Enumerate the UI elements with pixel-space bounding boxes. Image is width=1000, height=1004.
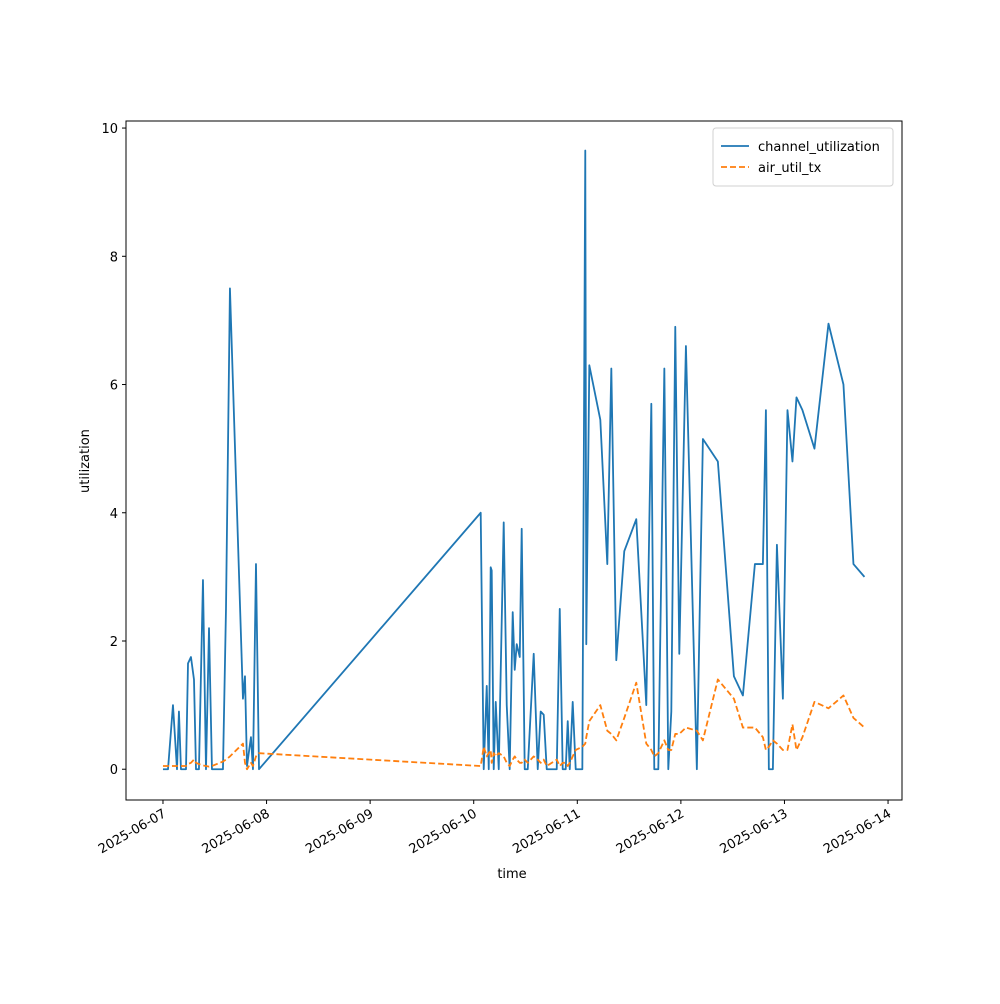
legend-label: channel_utilization — [758, 140, 880, 155]
line — [162, 149, 866, 771]
x-tick-label: 2025-06-07 — [96, 806, 169, 857]
x-tick-label: 2025-06-08 — [200, 806, 273, 857]
x-tick-label: 2025-06-12 — [614, 806, 687, 857]
x-axis-label: time — [497, 867, 526, 882]
legend-label: air_util_tx — [758, 161, 822, 176]
x-tick-label: 2025-06-10 — [407, 806, 480, 857]
legend-box — [712, 127, 894, 187]
y-tick-label: 4 — [110, 507, 118, 522]
y-tick-label: 8 — [110, 250, 118, 265]
x-tick-label: 2025-06-14 — [821, 806, 894, 857]
x-tick-label: 2025-06-13 — [718, 806, 791, 857]
plot-frame — [125, 120, 903, 801]
y-axis-label: utilization — [78, 429, 93, 493]
y-tick-label: 0 — [110, 763, 118, 778]
y-tick-label: 2 — [110, 635, 118, 650]
y-tick-label: 10 — [101, 122, 118, 137]
y-tick-label: 6 — [110, 379, 118, 394]
x-tick-label: 2025-06-09 — [303, 806, 376, 857]
line — [162, 678, 866, 771]
x-tick-label: 2025-06-11 — [510, 806, 583, 857]
